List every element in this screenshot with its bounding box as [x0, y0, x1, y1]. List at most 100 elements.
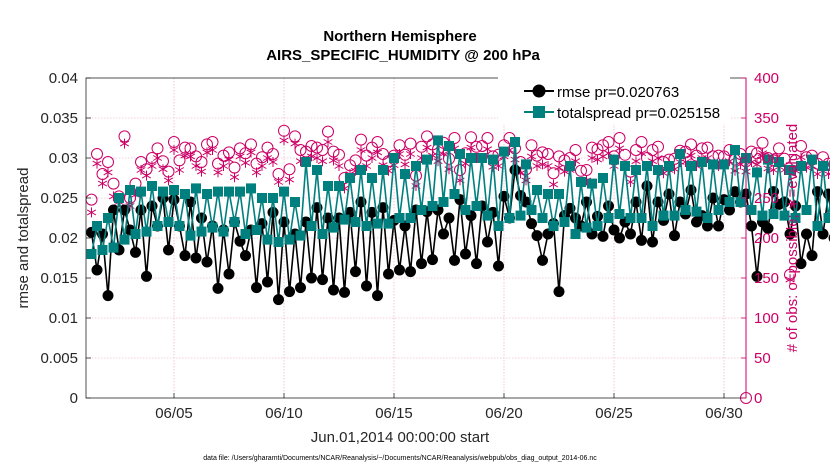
obs-evaluated-marker — [246, 147, 256, 158]
totalspread-point — [532, 185, 542, 195]
obs-evaluated-marker — [86, 207, 97, 218]
totalspread-point — [378, 165, 388, 175]
rmse-point — [751, 270, 763, 282]
totalspread-point — [416, 205, 427, 215]
obs-evaluated-marker — [631, 156, 641, 167]
obs-evaluated-marker — [768, 165, 779, 175]
totalspread-point — [735, 197, 746, 207]
totalspread-point — [185, 230, 196, 241]
totalspread-point — [361, 221, 372, 231]
axis-ticks: 0 0 0.005 50 0.01 100 0.015 150 0.02 200 0.025 250 0… — [40, 70, 779, 422]
totalspread-point — [488, 154, 498, 165]
totalspread-point — [350, 217, 361, 227]
totalspread-point — [669, 210, 680, 221]
totalspread-point — [438, 197, 449, 207]
totalspread-point — [686, 161, 696, 171]
rmse-point — [273, 294, 284, 306]
totalspread-point — [196, 226, 207, 237]
totalspread-point — [372, 218, 383, 229]
y-right-tick-label: 400 — [754, 70, 779, 87]
totalspread-point — [609, 154, 619, 165]
x-tick-label: 06/05 — [155, 405, 193, 422]
rmse-point — [383, 268, 394, 280]
totalspread-point — [691, 206, 702, 217]
totalspread-point — [411, 161, 421, 171]
rmse-point — [317, 274, 328, 286]
obs-evaluated-marker — [785, 274, 795, 285]
totalspread-point — [680, 205, 691, 215]
obs-evaluated-marker — [532, 161, 542, 171]
rmse-point — [636, 234, 647, 246]
totalspread-point — [108, 242, 119, 253]
legend-totalspread-marker — [533, 106, 545, 118]
totalspread-point — [383, 218, 394, 229]
obs-evaluated-marker — [372, 147, 383, 158]
obs-evaluated-marker — [367, 153, 377, 163]
legend-rmse-label: rmse pr=0.020763 — [557, 84, 679, 101]
obs-evaluated-marker — [328, 155, 339, 166]
x-tick-label: 06/15 — [375, 405, 413, 422]
obs-evaluated-marker — [235, 151, 245, 162]
rmse-point — [608, 224, 620, 236]
obs-evaluated-marker — [158, 164, 168, 175]
rmse-point — [801, 228, 812, 240]
totalspread-point — [169, 185, 179, 195]
totalspread-point — [785, 165, 795, 175]
totalspread-point — [565, 161, 575, 171]
totalspread-point — [141, 226, 152, 237]
obs-evaluated-marker — [180, 150, 190, 161]
totalspread-point — [598, 173, 608, 183]
obs-possible-marker — [635, 136, 648, 148]
totalspread-point — [818, 161, 828, 171]
obs-possible-marker — [569, 144, 582, 156]
totalspread-point — [224, 186, 234, 197]
totalspread-point — [554, 189, 564, 199]
rmse-point — [361, 280, 372, 292]
totalspread-point — [273, 237, 284, 247]
y-axis-label-left: rmse and totalspread — [15, 168, 32, 309]
totalspread-point — [504, 213, 515, 223]
obs-evaluated-marker — [207, 145, 218, 155]
rmse-point — [729, 186, 741, 198]
totalspread-point — [433, 135, 443, 146]
rmse-point — [141, 270, 152, 282]
totalspread-point — [334, 181, 344, 191]
rmse-point — [201, 256, 213, 268]
totalspread-point — [499, 146, 509, 157]
totalspread-point — [240, 229, 251, 239]
obs-evaluated-marker — [103, 167, 113, 178]
totalspread-point — [614, 209, 625, 219]
totalspread-point — [493, 221, 504, 231]
obs-possible-marker — [481, 132, 494, 144]
rmse-point — [168, 194, 180, 206]
obs-evaluated-marker — [317, 156, 328, 167]
rmse-point — [647, 236, 658, 248]
totalspread-point — [757, 210, 768, 221]
y-right-tick-label: 0 — [754, 390, 762, 407]
obs-evaluated-marker — [400, 159, 410, 170]
obs-evaluated-marker — [273, 177, 284, 187]
totalspread-point — [152, 221, 163, 231]
totalspread-point — [163, 217, 174, 227]
rmse-point — [443, 212, 455, 224]
obs-evaluated-marker — [92, 158, 102, 169]
legend-totalspread-label: totalspread pr=0.025158 — [557, 105, 720, 122]
rmse-point — [592, 210, 603, 222]
totalspread-point — [125, 185, 135, 195]
obs-evaluated-marker — [174, 165, 185, 175]
totalspread-point — [136, 186, 146, 197]
rmse-point — [790, 200, 801, 212]
totalspread-point — [284, 234, 295, 245]
legend-rmse-marker — [532, 84, 546, 98]
rmse-point — [537, 254, 548, 266]
totalspread-point — [295, 230, 306, 241]
totalspread-point — [807, 154, 817, 165]
rmse-point — [526, 218, 537, 230]
totalspread-point — [592, 221, 603, 231]
obs-evaluated-marker — [224, 154, 234, 165]
x-tick-label: 06/30 — [705, 405, 743, 422]
obs-possible-marker — [536, 146, 549, 159]
obs-possible-marker — [652, 140, 664, 153]
rmse-point — [377, 202, 389, 214]
rmse-point — [416, 258, 427, 270]
